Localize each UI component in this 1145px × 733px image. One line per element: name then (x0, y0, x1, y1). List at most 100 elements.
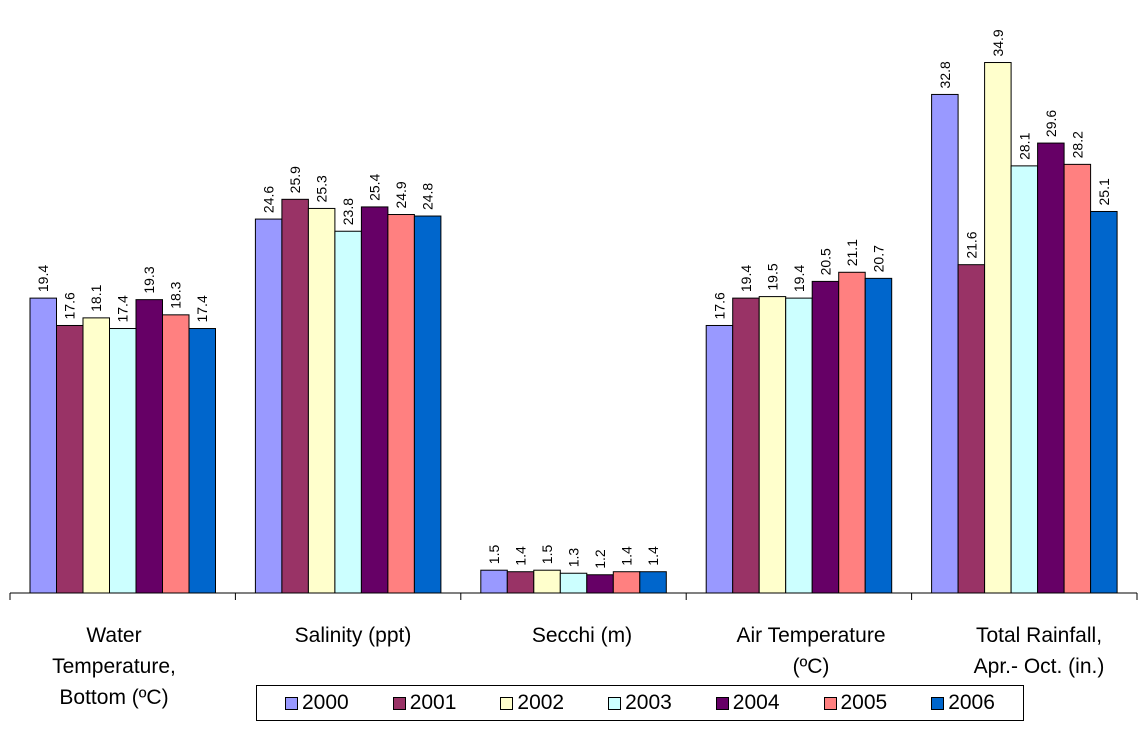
data-label-2000-cat2: 1.5 (486, 545, 502, 565)
data-label-2000-cat3: 17.6 (711, 292, 727, 319)
bar-2003-cat4 (1010, 165, 1039, 594)
data-label-2006-cat3: 20.7 (870, 245, 886, 272)
data-label-2002-cat2: 1.5 (539, 545, 555, 565)
legend-label: 2000 (301, 691, 349, 714)
bar-2005-cat1 (387, 214, 415, 594)
data-label-2004-cat0: 19.3 (141, 266, 157, 293)
legend-swatch (715, 696, 729, 710)
legend-item-2003: 2003 (608, 691, 672, 715)
data-label-2006-cat4: 25.1 (1096, 178, 1112, 205)
data-labels-layer: 19.4 17.6 18.1 17.4 19.3 18.3 17.4 24.6 25.9 25.3… (35, 29, 1112, 569)
bar-2002-cat1 (307, 207, 336, 594)
bar-2006-cat2 (639, 571, 667, 594)
data-label-2003-cat1: 23.8 (340, 198, 356, 225)
bar-2006-cat3 (864, 277, 893, 594)
data-label-2006-cat0: 17.4 (194, 295, 210, 322)
legend-item-2000: 2000 (284, 691, 349, 715)
legend-label: 2001 (409, 691, 457, 714)
bar-2000-cat0 (29, 297, 57, 594)
bar-2000-cat4 (931, 93, 959, 594)
bar-2002-cat3 (758, 296, 787, 594)
data-label-2006-cat2: 1.4 (645, 546, 661, 566)
x-axis-ticks (9, 593, 1138, 600)
bar-2005-cat3 (838, 271, 866, 594)
bar-2004-cat4 (1037, 142, 1065, 594)
category-label-secchi: Secchi (m) (482, 620, 682, 651)
category-label-line: Total Rainfall, (975, 624, 1103, 647)
category-label-line: Water (86, 624, 142, 647)
category-label-line: Salinity (ppt) (294, 624, 412, 647)
data-label-2001-cat1: 25.9 (287, 166, 303, 193)
data-label-2000-cat4: 32.8 (937, 61, 953, 88)
data-label-2005-cat0: 18.3 (168, 281, 184, 308)
bar-2001-cat3 (732, 297, 760, 594)
bar-2003-cat1 (334, 230, 362, 594)
bar-2003-cat3 (785, 297, 813, 594)
bar-2004-cat1 (360, 206, 389, 594)
bar-2001-cat0 (56, 324, 84, 594)
data-label-2001-cat4: 21.6 (963, 231, 979, 258)
data-label-2001-cat3: 19.4 (738, 265, 754, 292)
category-label-water-temperature: Water Temperature, Bottom (ºC) (14, 620, 214, 713)
category-label-salinity: Salinity (ppt) (253, 620, 453, 651)
category-label-total-rainfall: Total Rainfall, Apr.- Oct. (in.) (939, 620, 1139, 682)
bar-2000-cat3 (705, 324, 734, 594)
bar-2001-cat2 (506, 571, 535, 594)
legend: 2000 2001 2002 2003 2004 2005 2006 (256, 685, 1024, 721)
data-label-2003-cat4: 28.1 (1016, 132, 1032, 159)
data-label-2002-cat3: 19.5 (764, 263, 780, 290)
bar-2000-cat2 (480, 569, 508, 594)
bar-2003-cat2 (559, 572, 588, 594)
bar-2006-cat4 (1090, 210, 1118, 594)
legend-swatch (284, 696, 298, 710)
data-label-2004-cat1: 25.4 (367, 173, 383, 200)
data-label-2004-cat3: 20.5 (817, 248, 833, 275)
bar-2004-cat0 (135, 299, 163, 594)
bar-2004-cat2 (586, 574, 614, 594)
bars-layer (29, 62, 1118, 594)
data-label-2001-cat2: 1.4 (513, 546, 529, 566)
legend-label: 2003 (625, 691, 672, 714)
legend-label: 2004 (732, 691, 780, 714)
bar-2000-cat1 (254, 218, 283, 594)
bar-2002-cat4 (984, 62, 1012, 594)
bar-2005-cat0 (162, 314, 190, 594)
bar-2005-cat2 (612, 571, 641, 594)
category-label-line: (ºC) (792, 655, 830, 678)
legend-swatch (823, 696, 837, 710)
legend-label: 2005 (840, 691, 888, 714)
legend-swatch (608, 696, 622, 710)
bar-2002-cat2 (533, 569, 561, 594)
bar-2004-cat3 (811, 280, 840, 594)
category-label-line: Air Temperature (736, 624, 886, 647)
legend-swatch (500, 696, 514, 710)
legend-item-2005: 2005 (823, 691, 888, 715)
legend-item-2001: 2001 (392, 691, 457, 715)
legend-swatch (931, 696, 945, 710)
legend-item-2002: 2002 (500, 691, 564, 715)
data-label-2000-cat1: 24.6 (261, 186, 277, 213)
data-label-2001-cat0: 17.6 (62, 292, 78, 319)
data-label-2003-cat2: 1.3 (566, 548, 582, 568)
bar-2005-cat4 (1063, 163, 1092, 594)
category-label-line: Temperature, (52, 655, 176, 678)
data-label-2006-cat1: 24.8 (420, 183, 436, 210)
category-label-line: Secchi (m) (531, 624, 633, 647)
bar-2006-cat0 (188, 328, 216, 594)
data-label-2002-cat1: 25.3 (314, 175, 330, 202)
data-label-2004-cat4: 29.6 (1043, 110, 1059, 137)
category-label-air-temperature: Air Temperature (ºC) (711, 620, 911, 682)
legend-label: 2006 (948, 691, 995, 714)
bar-2001-cat1 (281, 198, 309, 594)
data-label-2005-cat2: 1.4 (619, 546, 635, 566)
legend-item-2006: 2006 (931, 691, 995, 715)
data-label-2003-cat3: 19.4 (791, 265, 807, 292)
data-label-2000-cat0: 19.4 (35, 265, 51, 292)
legend-item-2004: 2004 (715, 691, 780, 715)
bar-2006-cat1 (413, 215, 442, 594)
data-label-2002-cat0: 18.1 (88, 284, 104, 311)
legend-swatch (392, 696, 406, 710)
legend-label: 2002 (517, 691, 565, 714)
